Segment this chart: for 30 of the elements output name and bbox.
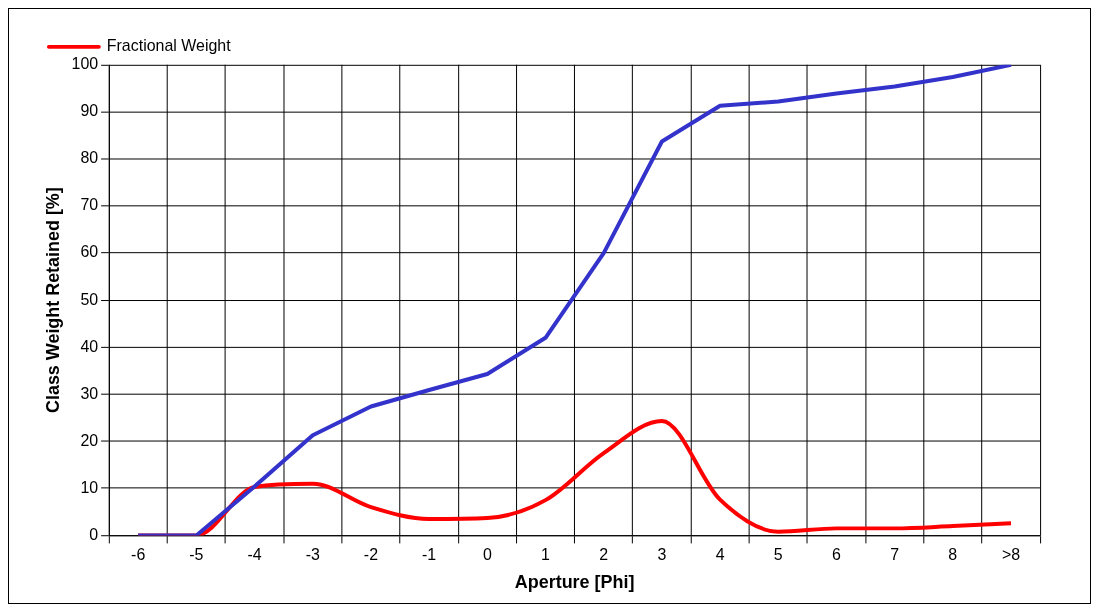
x-tick-label: -1 (422, 546, 437, 564)
y-tick-label: 40 (80, 337, 99, 355)
x-tick-label: >8 (1001, 546, 1021, 564)
x-axis-title: Aperture [Phi] (514, 572, 635, 593)
y-tick-label: 10 (80, 478, 99, 496)
y-tick-label: 60 (80, 243, 99, 261)
y-tick-label: 50 (80, 290, 99, 308)
x-tick-label: 6 (832, 546, 842, 564)
x-tick-label: -4 (247, 546, 262, 564)
x-tick-label: 0 (482, 546, 492, 564)
x-tick-label: -3 (305, 546, 320, 564)
y-tick-label: 20 (80, 431, 99, 449)
y-axis-title: Class Weight Retained [%] (42, 187, 63, 413)
y-tick-label: 30 (80, 384, 99, 402)
y-tick-label: 70 (80, 196, 99, 214)
x-tick-label: -2 (363, 546, 379, 564)
x-tick-label: 7 (890, 546, 900, 564)
y-tick-label: 90 (80, 102, 99, 120)
x-tick-label: 8 (948, 546, 958, 564)
y-tick-label: 80 (80, 149, 99, 167)
x-tick-label: 1 (541, 546, 551, 564)
x-tick-label: -6 (131, 546, 146, 564)
x-tick-label: 3 (657, 546, 667, 564)
y-tick-label: 0 (89, 525, 99, 543)
y-tick-label: 100 (71, 55, 99, 73)
x-tick-label: 5 (773, 546, 783, 564)
x-tick-label: 4 (715, 546, 725, 564)
x-tick-label: 2 (599, 546, 609, 564)
legend-label: Fractional Weight (106, 37, 232, 55)
x-tick-label: -5 (189, 546, 204, 564)
